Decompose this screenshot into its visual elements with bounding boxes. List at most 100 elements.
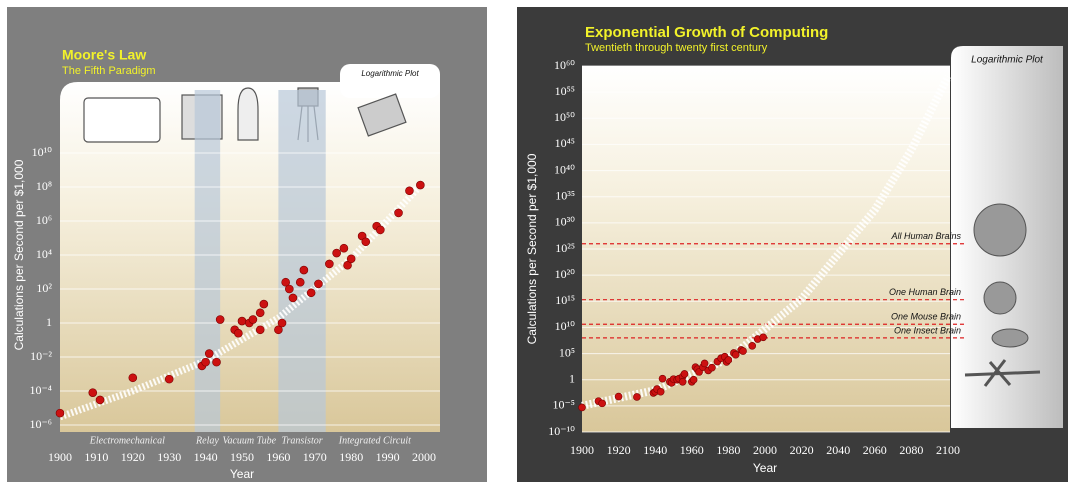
chart-subtitle: The Fifth Paradigm [62, 65, 156, 77]
x-tick-label: 1990 [376, 450, 400, 464]
data-point [314, 279, 323, 289]
data-point [739, 347, 747, 355]
data-point [361, 237, 371, 247]
data-point [128, 373, 138, 383]
data-point [700, 359, 709, 368]
x-tick-label: 1960 [266, 450, 290, 464]
x-tick-label: 2060 [863, 443, 887, 457]
data-point [248, 315, 258, 324]
x-tick-label: 1920 [121, 450, 145, 464]
tube-icon [237, 87, 259, 141]
x-tick-label: 2000 [753, 443, 777, 457]
data-point [277, 318, 287, 328]
data-point [255, 308, 265, 318]
y-tick-label: 10⁻² [30, 349, 52, 363]
data-point [255, 325, 265, 335]
y-tick-label: 10⁵⁵ [555, 84, 575, 98]
panel-label: Logarithmic Plot [361, 69, 419, 78]
reference-label: One Insect Brain [894, 325, 961, 335]
data-point [281, 277, 290, 287]
data-point [95, 395, 105, 405]
data-point [598, 399, 606, 408]
data-point [274, 325, 283, 335]
x-axis-title: Year [230, 467, 254, 481]
x-tick-label: 1900 [570, 443, 594, 457]
data-point [405, 186, 414, 196]
brain-icon [983, 281, 1017, 315]
data-point [88, 388, 98, 397]
trend-line [58, 179, 427, 421]
x-tick-label: 1980 [716, 443, 740, 457]
data-point [346, 254, 356, 264]
x-tick-label: 1920 [607, 443, 631, 457]
x-tick-label: 2080 [899, 443, 923, 457]
data-point [658, 374, 667, 383]
y-tick-label: 1 [569, 371, 575, 385]
data-point [234, 328, 243, 338]
y-tick-label: 10⁴⁵ [555, 136, 575, 150]
x-tick-label: 2020 [790, 443, 814, 457]
data-point [288, 293, 298, 303]
data-point [343, 260, 352, 270]
x-tick-label: 2000 [412, 450, 436, 464]
x-axis-title: Year [753, 461, 777, 475]
y-tick-label: 10⁶ [36, 213, 52, 227]
y-tick-label: 10⁻¹⁰ [548, 424, 575, 438]
era-label: Relay [195, 435, 219, 446]
data-point [724, 356, 733, 364]
era-band [194, 90, 221, 432]
x-tick-label: 1980 [339, 450, 363, 464]
data-point [376, 225, 385, 235]
x-tick-label: 1900 [48, 450, 72, 464]
x-tick-label: 2100 [936, 443, 960, 457]
x-tick-label: 1940 [643, 443, 667, 457]
data-point [215, 315, 225, 324]
x-tick-label: 1930 [157, 450, 181, 464]
y-tick-label: 10² [36, 281, 52, 295]
y-tick-label: 1 [46, 315, 52, 329]
panel-label: Logarithmic Plot [971, 55, 1044, 66]
data-point [731, 350, 740, 359]
data-point [325, 259, 334, 269]
data-point [204, 349, 214, 358]
y-tick-label: 10¹⁵ [555, 293, 575, 307]
era-band [278, 90, 326, 432]
y-tick-label: 10⁻⁴ [29, 383, 52, 397]
y-tick-label: 10²⁰ [555, 267, 576, 281]
era-label: Integrated Circuit [338, 435, 411, 446]
y-tick-label: 10⁵⁰ [554, 110, 575, 124]
data-point [332, 248, 341, 258]
y-tick-label: 10²⁵ [555, 241, 575, 255]
data-point [201, 357, 210, 367]
data-point [259, 299, 269, 309]
data-point [55, 408, 65, 418]
era-label: Electromechanical [89, 435, 165, 446]
data-point [689, 375, 698, 384]
dragonfly-icon [964, 359, 1041, 387]
y-tick-label: 10³⁰ [555, 215, 576, 229]
data-point [295, 277, 305, 287]
data-point [394, 208, 403, 218]
y-tick-label: 10⁴ [36, 247, 52, 261]
y-tick-label: 10⁴⁰ [554, 162, 575, 176]
reference-label: All Human Brains [890, 231, 961, 241]
data-point [578, 403, 586, 412]
reference-label: One Human Brain [889, 287, 961, 297]
chart-subtitle: Twentieth through twenty first century [585, 42, 768, 54]
data-point [164, 374, 174, 384]
brain-icons [964, 203, 1041, 387]
era-label: Transistor [281, 435, 322, 446]
chart-title: Moore's Law [62, 47, 146, 63]
y-tick-label: 10¹⁰ [555, 319, 576, 333]
data-point [416, 180, 425, 190]
y-tick-label: 10³⁵ [555, 188, 575, 202]
x-tick-label: 1970 [303, 450, 327, 464]
data-point [633, 393, 641, 401]
punch-card-icon [83, 97, 161, 143]
y-tick-label: 10⁵ [559, 345, 575, 359]
mouse-icon [991, 328, 1029, 348]
y-axis-title: Calculations per Second per $1,000 [12, 159, 26, 350]
data-point [614, 392, 623, 401]
